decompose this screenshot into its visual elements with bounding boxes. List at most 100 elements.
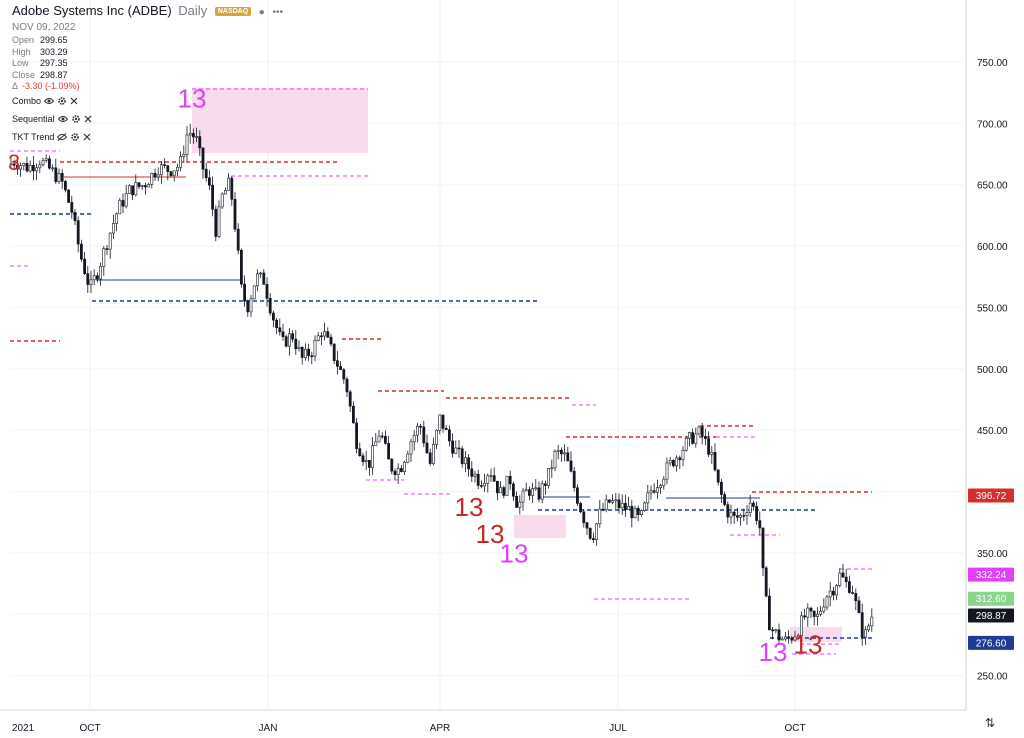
candle — [636, 505, 640, 522]
price-label: 312.60 — [976, 594, 1007, 605]
candle — [799, 611, 803, 638]
candle — [19, 162, 23, 177]
candle — [240, 248, 243, 288]
candle — [329, 333, 333, 347]
candle — [540, 480, 544, 503]
candle — [44, 154, 48, 163]
sequential-13-label: 13 — [455, 492, 484, 522]
indicator-label: TKT Trend — [12, 132, 55, 142]
candle — [153, 168, 157, 182]
candle — [89, 270, 93, 293]
interval-label[interactable]: Daily — [178, 3, 208, 18]
candle — [208, 170, 211, 191]
indicator-tkt-trend[interactable]: TKT Trend — [12, 132, 91, 142]
candle — [662, 476, 666, 490]
candle — [371, 437, 375, 475]
candle — [511, 481, 515, 501]
candle — [572, 466, 576, 492]
close-label: Close — [12, 69, 36, 80]
candle — [476, 469, 480, 490]
candle — [185, 126, 189, 161]
low-label: Low — [12, 58, 29, 68]
indicator-label: Sequential — [12, 114, 55, 124]
more-dots-icon[interactable]: ••• — [272, 7, 283, 18]
eye-icon[interactable] — [44, 97, 55, 105]
candle — [204, 162, 208, 182]
candle — [598, 499, 602, 528]
candle — [867, 623, 871, 633]
price-label-box — [968, 488, 1014, 503]
symbol-header[interactable]: Adobe Systems Inc (ADBE) Daily NASDAQ ● … — [12, 3, 283, 18]
candle — [102, 245, 106, 276]
close-icon[interactable] — [70, 97, 78, 105]
candle — [128, 184, 131, 194]
candle — [678, 455, 682, 470]
candle — [115, 212, 119, 232]
candle — [796, 633, 800, 640]
change-label: Δ — [12, 81, 19, 91]
candle — [131, 185, 135, 201]
candle — [393, 468, 397, 480]
candle — [710, 446, 714, 464]
candle — [614, 492, 618, 510]
candle — [604, 494, 608, 513]
candle — [601, 502, 605, 512]
candle — [287, 327, 291, 356]
candle — [118, 197, 122, 215]
candle — [179, 151, 183, 172]
gear-icon[interactable] — [71, 114, 81, 124]
candle — [502, 485, 506, 499]
candle — [783, 632, 787, 642]
candle — [358, 442, 362, 457]
candle — [25, 156, 29, 173]
candle — [742, 508, 746, 521]
price-label-box — [968, 591, 1014, 606]
gear-icon[interactable] — [57, 96, 67, 106]
indicator-combo[interactable]: Combo — [12, 96, 78, 106]
candle — [700, 422, 704, 445]
candle — [591, 532, 595, 543]
candle — [838, 567, 842, 588]
candle — [339, 361, 343, 371]
candle — [444, 425, 448, 431]
scale-swap-icon[interactable]: ⇅ — [985, 716, 996, 730]
candle — [99, 262, 103, 286]
candle — [646, 484, 650, 511]
candle — [767, 588, 771, 631]
candle — [659, 483, 663, 494]
price-label: 332.24 — [976, 570, 1007, 581]
candle — [470, 461, 474, 483]
y-tick-label: 700.00 — [977, 119, 1008, 130]
price-label-box — [968, 567, 1014, 582]
status-dot-icon: ● — [258, 7, 265, 18]
candle — [534, 479, 538, 491]
candle — [105, 245, 109, 255]
candle — [38, 160, 42, 174]
close-icon[interactable] — [84, 115, 92, 123]
x-tick-label: OCT — [784, 723, 805, 734]
close-icon[interactable] — [83, 133, 91, 141]
candle — [12, 159, 16, 171]
candle — [649, 485, 653, 500]
y-tick-label: 650.00 — [977, 181, 1008, 192]
candle — [201, 147, 205, 179]
candle — [441, 414, 445, 433]
candle — [64, 179, 67, 193]
gear-icon[interactable] — [70, 132, 80, 142]
candle — [588, 527, 592, 541]
candle — [387, 436, 391, 460]
candle — [415, 422, 419, 443]
candle — [518, 495, 522, 515]
eye-icon[interactable] — [57, 115, 68, 123]
candle — [214, 205, 218, 242]
candle — [249, 294, 253, 317]
candle — [259, 271, 263, 278]
ohlc-readout: Open 299.65 High 303.29 Low 297.35 Close 298… — [12, 35, 80, 93]
candle — [268, 293, 272, 316]
candle — [124, 184, 128, 209]
candle — [771, 627, 775, 640]
indicator-sequential[interactable]: Sequential — [12, 114, 92, 124]
eye-off-icon[interactable] — [57, 133, 68, 141]
candle — [483, 473, 487, 493]
